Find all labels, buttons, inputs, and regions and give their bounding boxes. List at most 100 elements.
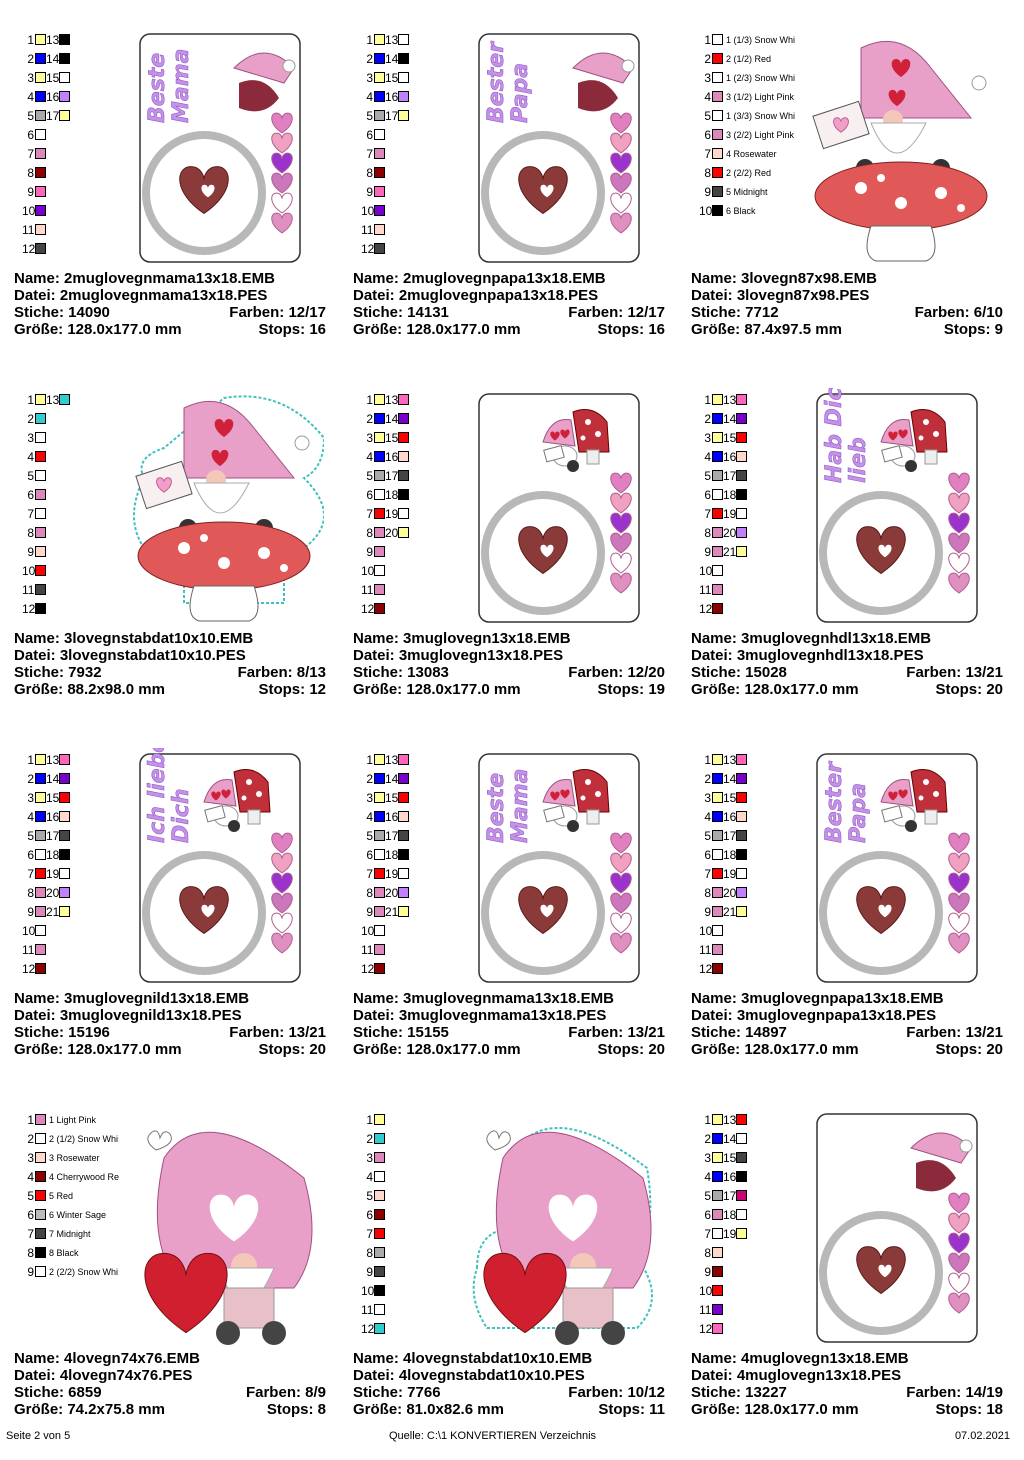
color-row: 9 21 [22, 902, 71, 921]
color-label: 4 Cherrywood Re [49, 1171, 120, 1182]
color-row: 4 16 [361, 87, 410, 106]
design-file: Datei: 4lovegn74x76.PES [14, 1367, 193, 1384]
design-card: 1 2 3 4 5 6 7 8 9 10 11 12 Name: 4lovegnstabdat10x1… [353, 1110, 673, 1460]
color-swatch [59, 849, 71, 860]
color-swatch [712, 1323, 723, 1334]
design-info: Name: 4lovegn74x76.EMB Datei: 4lovegn74x… [14, 1350, 326, 1418]
color-row: 7 19 [699, 1224, 748, 1243]
color-row: 9 [22, 182, 70, 201]
color-list: 1 13 2 14 3 15 4 16 5 17 6 18 7 19 8 20 9 21 10 11 12 [22, 750, 71, 978]
color-row: 7 19 [699, 864, 748, 883]
color-swatch [35, 34, 46, 45]
color-row: 11 [22, 580, 70, 599]
color-swatch [736, 470, 748, 481]
color-row: 6 18 [361, 845, 410, 864]
color-swatch [59, 91, 71, 102]
color-row: 4 [361, 1167, 385, 1186]
color-swatch [712, 1114, 723, 1125]
color-row: 7 19 [699, 504, 748, 523]
color-swatch [35, 432, 46, 443]
color-swatch [712, 91, 723, 102]
color-swatch [35, 906, 46, 917]
svg-text:Hab Dich lieb: Hab Dich lieb [822, 388, 871, 483]
design-size: Größe: 88.2x98.0 mm [14, 681, 165, 698]
design-preview [812, 40, 988, 262]
color-list: 1 13 2 14 3 15 4 16 5 17 6 18 7 19 8 20 9 21 10 11 12 [361, 750, 410, 978]
color-row: 6 [361, 125, 409, 144]
color-row: 10 [361, 921, 409, 940]
color-swatch [374, 925, 385, 936]
color-row: 9 [361, 1262, 385, 1281]
print-date: 07.02.2021 [954, 1430, 1010, 1442]
color-row: 12 [699, 1319, 747, 1338]
color-swatch [398, 451, 410, 462]
color-count: Farben: 13/21 [568, 1024, 665, 1041]
color-count: Farben: 12/17 [568, 304, 665, 321]
color-row: 8 [22, 163, 70, 182]
color-swatch [35, 1114, 46, 1125]
color-swatch [712, 413, 723, 424]
color-swatch [35, 72, 46, 83]
color-row: 7 [361, 144, 409, 163]
stop-count: Stops: 16 [597, 321, 665, 338]
color-swatch [736, 887, 748, 898]
color-swatch [374, 887, 385, 898]
color-swatch [712, 1247, 723, 1258]
color-swatch [374, 224, 385, 235]
color-swatch [35, 527, 46, 538]
color-swatch [712, 754, 723, 765]
color-swatch [712, 792, 723, 803]
color-swatch [736, 1190, 748, 1201]
design-card: 1 13 2 14 3 15 4 16 5 17 6 18 7 19 8 20 9 21 10 11 12 Hab Di… [691, 372, 1011, 740]
color-swatch [35, 584, 46, 595]
color-row: 2 14 [22, 769, 71, 788]
color-row: 5 17 [699, 1186, 748, 1205]
color-swatch [736, 1133, 748, 1144]
color-swatch [398, 830, 410, 841]
color-swatch [712, 432, 723, 443]
color-row: 9 21 [699, 902, 748, 921]
design-preview [144, 1130, 313, 1345]
design-name: Name: 3muglovegn13x18.EMB [353, 630, 571, 647]
color-count: Farben: 12/20 [568, 664, 665, 681]
color-row: 7 19 [361, 864, 410, 883]
color-swatch [35, 53, 46, 64]
color-swatch [736, 792, 748, 803]
design-name: Name: 2muglovegnpapa13x18.EMB [353, 270, 606, 287]
color-swatch [35, 1152, 46, 1163]
color-swatch [712, 1266, 723, 1277]
color-label: 7 Midnight [49, 1228, 91, 1239]
color-swatch [374, 1285, 385, 1296]
design-card: 1 13 2 14 3 15 4 16 5 17 6 18 7 19 8 20 9 21 10 11 12 Beste … [353, 750, 673, 1100]
color-swatch [736, 773, 748, 784]
design-card: 1 13 2 3 4 5 6 7 8 9 10 11 12 Name: 3lovegnstabdat10… [14, 390, 334, 740]
color-count: Farben: 8/13 [237, 664, 326, 681]
stitch-count: Stiche: 15028 [691, 664, 787, 681]
color-row: 6 18 [699, 845, 748, 864]
color-swatch [374, 830, 385, 841]
color-row: 4 16 [22, 87, 71, 106]
color-row: 2 14 [361, 409, 410, 428]
color-row: 4 16 [22, 807, 71, 826]
color-row: 3 15 [361, 788, 410, 807]
color-swatch [374, 1133, 385, 1144]
stitch-count: Stiche: 13083 [353, 664, 449, 681]
color-swatch [712, 1209, 723, 1220]
color-swatch [374, 527, 385, 538]
design-info: Name: 2muglovegnmama13x18.EMB Datei: 2mu… [14, 270, 326, 338]
color-row: 5 [361, 1186, 385, 1205]
color-swatch [374, 584, 385, 595]
color-swatch [712, 925, 723, 936]
color-swatch [35, 224, 46, 235]
color-swatch [374, 72, 385, 83]
color-row: 12 [22, 599, 70, 618]
color-swatch [35, 243, 46, 254]
color-swatch [35, 148, 46, 159]
color-swatch [712, 1304, 723, 1315]
design-size: Größe: 128.0x177.0 mm [691, 681, 859, 698]
color-row: 3 [22, 428, 70, 447]
color-swatch [374, 1209, 385, 1220]
color-row: 2 14 [361, 769, 410, 788]
